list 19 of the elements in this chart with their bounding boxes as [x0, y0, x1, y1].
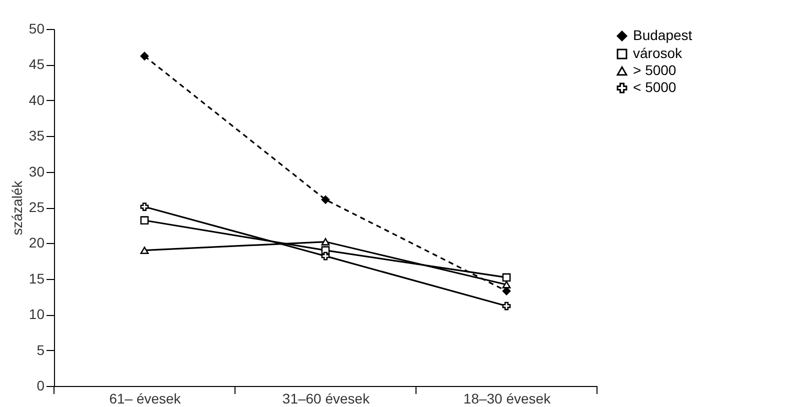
y-tick-label: 40	[28, 92, 45, 108]
y-tick-label: 10	[28, 306, 45, 322]
y-tick-label: 30	[28, 163, 45, 180]
y-tick-label: 35	[28, 128, 45, 144]
x-tick-label: 61– évesek	[109, 390, 182, 406]
y-tick-label: 45	[28, 56, 45, 72]
x-tick-label: 18–30 évesek	[463, 390, 552, 406]
legend-label: városok	[633, 45, 684, 61]
y-tick-label: 15	[28, 270, 45, 286]
y-tick-label: 50	[28, 20, 45, 36]
y-axis-title: százalék	[8, 180, 25, 236]
legend-label: > 5000	[633, 62, 676, 78]
y-tick-label: 5	[36, 342, 45, 358]
y-tick-label: 25	[28, 199, 45, 215]
y-tick-label: 20	[28, 234, 45, 251]
y-tick-label: 0	[36, 378, 45, 394]
legend-label: < 5000	[633, 79, 676, 95]
legend-label: Budapest	[633, 27, 692, 43]
x-tick-label: 31–60 évesek	[282, 390, 371, 406]
